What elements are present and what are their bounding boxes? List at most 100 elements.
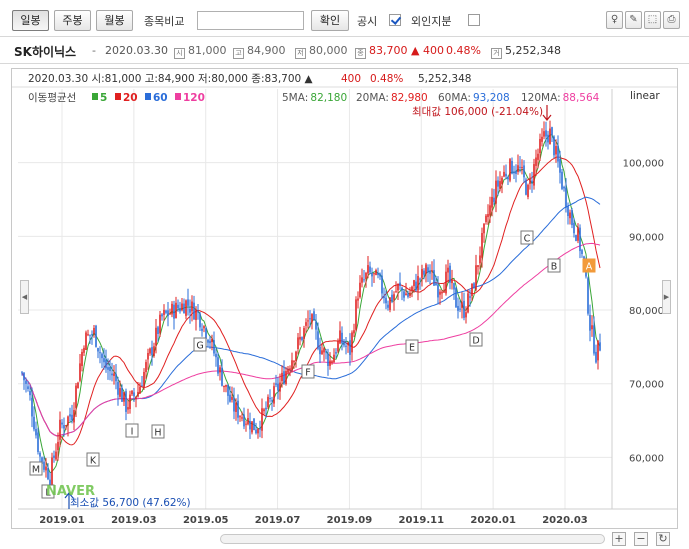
- marker-g-label[interactable]: G: [196, 341, 203, 352]
- ma-value: 93,208: [473, 92, 510, 104]
- disclosure-checkbox[interactable]: [389, 14, 401, 26]
- chart-bottom-bar: + − ↻: [0, 530, 689, 549]
- marker-d-box[interactable]: [469, 332, 483, 347]
- marker-e-box[interactable]: [405, 339, 419, 354]
- candle-body: [117, 382, 119, 395]
- confirm-button[interactable]: 확인: [311, 10, 349, 31]
- marker-f-label[interactable]: F: [305, 368, 310, 379]
- candle-body: [533, 164, 535, 186]
- marker-h-label[interactable]: H: [154, 428, 161, 439]
- marker-l-label[interactable]: L: [45, 488, 51, 499]
- ma-value: 82,980: [391, 92, 428, 104]
- info-close-value: 83,700: [369, 44, 408, 57]
- zoom-out-button[interactable]: −: [634, 532, 648, 546]
- marker-h-box[interactable]: [151, 424, 165, 439]
- marker-c-label[interactable]: C: [524, 234, 531, 245]
- marker-a-box[interactable]: [582, 258, 596, 273]
- candle-body: [573, 222, 575, 234]
- marker-k-label[interactable]: K: [90, 456, 97, 467]
- candle-body: [21, 372, 23, 374]
- marker-b-label[interactable]: B: [551, 262, 558, 273]
- high-icon: 고: [233, 48, 244, 59]
- candle-body: [419, 278, 421, 280]
- candle-body: [31, 397, 33, 417]
- chart-scrollbar[interactable]: [220, 534, 605, 544]
- candle-body: [43, 461, 45, 470]
- marker-c-box[interactable]: [520, 230, 534, 245]
- candle-body: [567, 205, 569, 217]
- info-high: 고 84,900: [233, 44, 286, 59]
- candle-body: [329, 360, 331, 366]
- draw-tool-icon[interactable]: ✎: [625, 11, 642, 29]
- foreign-ownership-checkbox[interactable]: [468, 14, 480, 26]
- candle-body: [97, 348, 99, 352]
- marker-i-box[interactable]: [125, 423, 139, 438]
- candle-body: [67, 416, 69, 426]
- candle-body: [35, 429, 37, 436]
- candle-body: [485, 215, 487, 222]
- reset-zoom-button[interactable]: ↻: [656, 532, 670, 546]
- indicator-icon[interactable]: ♀: [606, 11, 623, 29]
- candle-body: [171, 303, 173, 315]
- candle-body: [37, 432, 39, 452]
- y-axis: 60,000 70,000 80,000 90,000 100,000: [18, 89, 677, 510]
- candle-body: [83, 347, 85, 353]
- candle-body: [99, 352, 101, 354]
- marker-g-box[interactable]: [193, 337, 207, 352]
- candle-body: [53, 455, 55, 458]
- min-arrow-icon: [64, 492, 74, 509]
- period-monthly-button[interactable]: 월봉: [96, 10, 133, 31]
- candle-body: [369, 266, 371, 273]
- candle-body: [179, 308, 181, 312]
- candle-body: [249, 420, 251, 430]
- candle-body: [323, 348, 325, 353]
- ma-legend-swatch: [92, 93, 98, 100]
- zoom-in-button[interactable]: +: [612, 532, 626, 546]
- candle-body: [443, 290, 445, 293]
- candle-body: [119, 388, 121, 397]
- marker-i-label[interactable]: I: [131, 427, 134, 438]
- marker-a-label[interactable]: A: [586, 262, 593, 273]
- marker-l-box[interactable]: [41, 484, 55, 499]
- candle-body: [221, 367, 223, 386]
- compare-label: 종목비교: [144, 15, 185, 28]
- candle-body: [303, 328, 305, 340]
- marker-m-label[interactable]: M: [32, 465, 40, 476]
- marker-b-box[interactable]: [547, 258, 561, 273]
- ma-value-label: 120MA:: [521, 92, 561, 104]
- candle-body: [433, 270, 435, 286]
- candle-body: [199, 313, 201, 328]
- candle-body: [271, 400, 273, 402]
- candle-body: [469, 296, 471, 298]
- marker-m-box[interactable]: [29, 461, 43, 476]
- scale-label[interactable]: linear: [630, 90, 660, 102]
- candle-body: [511, 160, 513, 174]
- ma-legend-label: 20: [123, 92, 138, 104]
- candle-body: [307, 320, 309, 322]
- candle-body: [579, 227, 581, 252]
- marker-f-box[interactable]: [301, 364, 315, 379]
- period-weekly-button[interactable]: 주봉: [54, 10, 91, 31]
- candle-body: [191, 301, 193, 312]
- scroll-left-arrow-icon[interactable]: ◀: [20, 280, 29, 314]
- compare-stock-input[interactable]: [197, 11, 304, 30]
- close-icon: 종: [355, 48, 366, 59]
- marker-e-label[interactable]: E: [409, 343, 415, 354]
- candle-body: [77, 382, 79, 389]
- y-tick-label: 70,000: [629, 380, 664, 391]
- period-daily-button[interactable]: 일봉: [12, 10, 49, 31]
- marker-d-label[interactable]: D: [472, 336, 479, 347]
- candle-body: [157, 327, 159, 334]
- candle-body: [159, 314, 161, 334]
- open-icon: 시: [174, 48, 185, 59]
- cursor-tool-icon[interactable]: ⬚: [644, 11, 661, 29]
- candle-body: [311, 314, 313, 323]
- max-value-note: 최대값 106,000 (-21.04%): [412, 106, 543, 118]
- info-change-pct: 0.48%: [446, 44, 481, 57]
- candle-body: [509, 159, 511, 181]
- scroll-right-arrow-icon[interactable]: ▶: [662, 280, 671, 314]
- marker-k-box[interactable]: [86, 452, 100, 467]
- candle-body: [167, 310, 169, 317]
- print-icon[interactable]: ⎙: [663, 11, 680, 29]
